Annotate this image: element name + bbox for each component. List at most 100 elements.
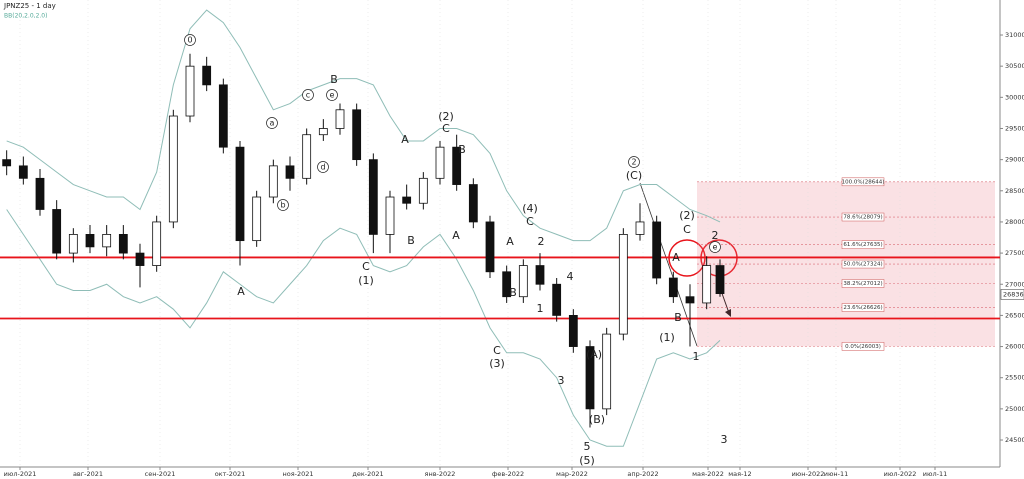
y-tick-label: 25000 (1005, 405, 1024, 413)
fib-label: 100.0%(28644) (842, 179, 885, 185)
candle-body (502, 271, 512, 298)
y-tick-label: 27500 (1005, 249, 1024, 257)
wave-label: e (713, 243, 718, 252)
x-tick-label: фев-2022 (492, 470, 524, 478)
wave-label: 1 (537, 302, 544, 315)
candle-body (652, 221, 662, 279)
wave-label: (1) (659, 331, 675, 344)
candle-body (2, 159, 12, 167)
wave-label: A (401, 133, 409, 146)
candle-body (418, 177, 428, 204)
candle-body (135, 252, 145, 266)
candle-body (715, 265, 725, 294)
candle-body (118, 234, 128, 254)
candle-body (352, 109, 362, 161)
wave-label: (C) (626, 169, 642, 182)
x-tick-label: авг-2021 (73, 470, 103, 478)
x-tick-label: мая-2022 (692, 470, 724, 478)
candle-body (168, 115, 178, 223)
x-tick-label: дек-2021 (352, 470, 383, 478)
x-tick-label: ноя-2021 (282, 470, 313, 478)
candle-body (702, 265, 712, 304)
y-tick-label: 25500 (1005, 374, 1024, 382)
y-tick-label: 26500 (1005, 311, 1024, 319)
wave-label: (2) (679, 209, 695, 222)
candle-body (152, 221, 162, 266)
candle-body (52, 209, 62, 254)
chart-title: JPNZ25 - 1 day (3, 2, 56, 10)
wave-label: B (674, 311, 682, 324)
wave-label: 2 (538, 235, 545, 248)
wave-label: (2) (438, 110, 454, 123)
candle-body (235, 146, 245, 242)
fib-label: 78.6%(28079) (843, 215, 882, 221)
wave-label: C (442, 122, 450, 135)
candle-body (635, 221, 645, 235)
wave-marker (184, 34, 196, 46)
wave-label: 3 (558, 374, 565, 387)
fib-label-box (841, 342, 885, 351)
wave-label: B (458, 143, 466, 156)
candle-body (318, 128, 328, 136)
wave-label: C (362, 260, 370, 273)
wave-label: B (330, 73, 338, 86)
candle-body (602, 333, 612, 410)
x-tick-label: июн-2022 (792, 470, 825, 478)
y-tick-label: 24500 (1005, 436, 1024, 444)
wave-marker (317, 161, 329, 173)
candle-body (452, 146, 462, 185)
candle-body (102, 234, 112, 248)
x-tick-label: окт-2021 (215, 470, 246, 478)
wave-label: 3 (721, 433, 728, 446)
wave-label: e (330, 91, 335, 100)
x-tick-label: июл-2022 (884, 470, 917, 478)
wave-label: (4) (522, 202, 538, 215)
fib-label-box (841, 240, 885, 249)
wave-marker (709, 241, 721, 253)
wave-label: d (320, 163, 325, 172)
bollinger-band (6, 209, 721, 447)
wave-label: a (270, 119, 275, 128)
candle-body (618, 234, 628, 335)
y-tick-label: 27000 (1005, 280, 1024, 288)
fib-label: 38.2%(27012) (843, 281, 882, 287)
wave-label: 1 (693, 350, 700, 363)
candle-body (468, 184, 478, 223)
candle-body (68, 234, 78, 254)
wave-label: (B) (589, 413, 605, 426)
y-tick-label: 31000 (1005, 31, 1024, 39)
wave-marker (266, 117, 278, 129)
indicator-label: BB(20,2.0,2.0) (4, 13, 47, 20)
x-tick-label: мар-2022 (556, 470, 588, 478)
x-tick-label: мая-12 (728, 470, 751, 478)
x-tick-label: апр-2022 (627, 470, 658, 478)
wave-label: C (526, 215, 534, 228)
x-tick-label: июл-2021 (4, 470, 37, 478)
wave-marker (302, 89, 314, 101)
candle-body (302, 134, 312, 179)
wave-label: (1) (358, 274, 374, 287)
last-price-label: 26836 (1003, 290, 1024, 298)
candle-body (252, 196, 262, 242)
y-tick-label: 26000 (1005, 343, 1024, 351)
x-tick-label: сен-2021 (145, 470, 176, 478)
fib-label-box (841, 177, 885, 187)
candle-body (85, 234, 95, 248)
candle-body (585, 346, 595, 410)
candle-body (368, 159, 378, 235)
fib-label-box (841, 259, 885, 269)
candle-body (385, 196, 395, 235)
fib-label: 61.6%(27635) (843, 242, 882, 248)
fib-label: 50.0%(27324) (843, 262, 882, 268)
candle-body (685, 296, 695, 304)
wave-marker (326, 89, 338, 101)
wave-label: C (493, 344, 501, 357)
wave-label: (5) (579, 454, 595, 467)
wave-marker (628, 156, 640, 168)
candle-body (268, 165, 278, 198)
wave-label: 2 (631, 158, 636, 167)
candle-body (552, 283, 562, 316)
fib-label-box (841, 303, 885, 312)
